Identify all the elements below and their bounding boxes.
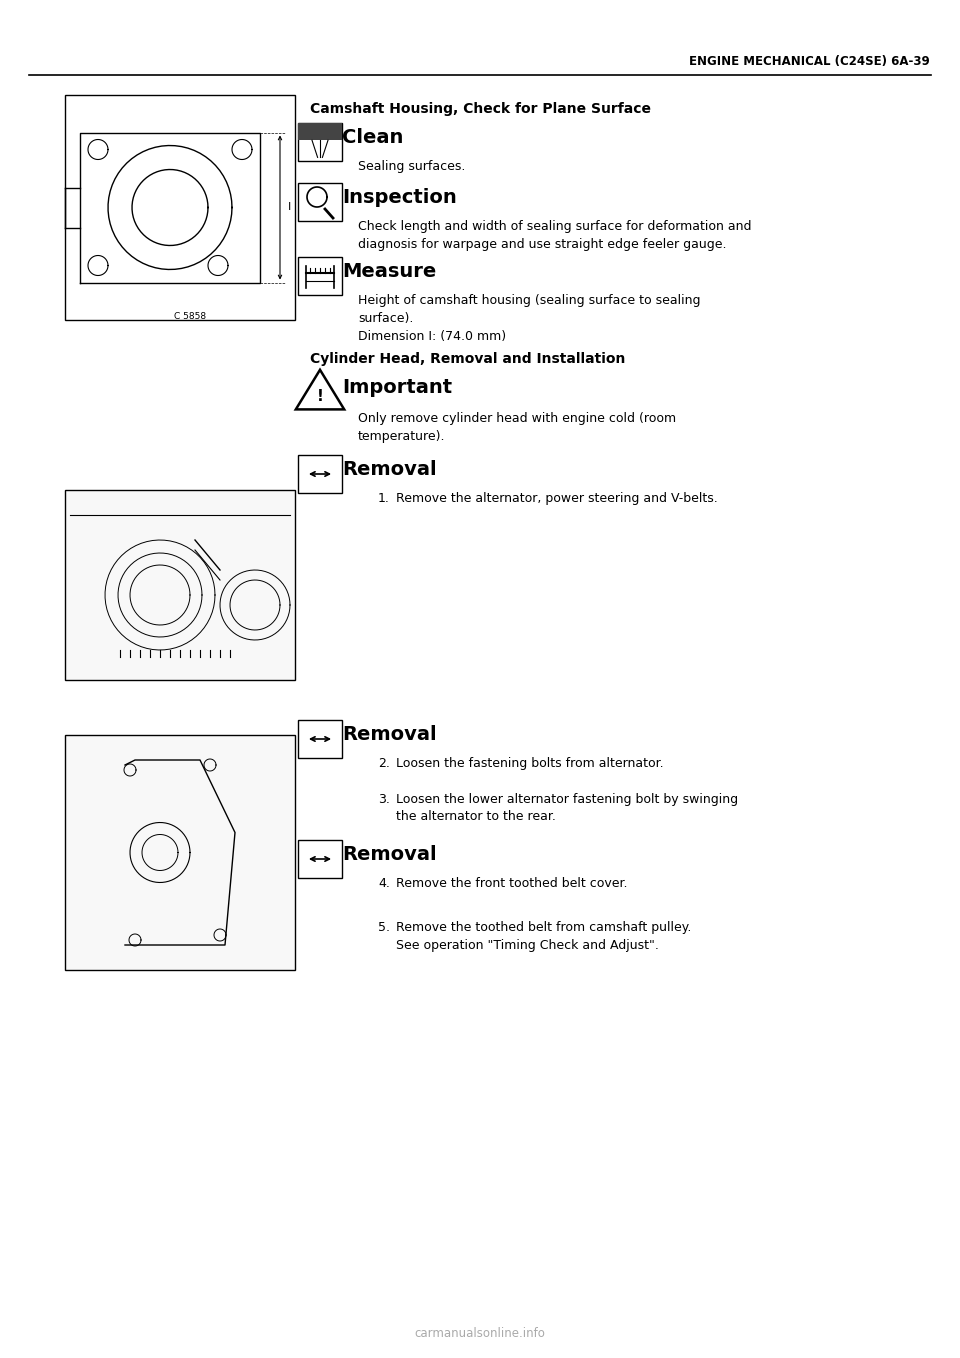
Text: 1.: 1. bbox=[378, 492, 390, 505]
Text: Loosen the lower alternator fastening bolt by swinging
the alternator to the rea: Loosen the lower alternator fastening bo… bbox=[396, 793, 738, 823]
Text: 3.: 3. bbox=[378, 793, 390, 807]
Text: Removal: Removal bbox=[342, 845, 437, 864]
Bar bbox=[298, 455, 342, 493]
Bar bbox=[65, 490, 295, 680]
Text: 4.: 4. bbox=[378, 877, 390, 889]
Text: Sealing surfaces.: Sealing surfaces. bbox=[358, 160, 466, 172]
Text: Cylinder Head, Removal and Installation: Cylinder Head, Removal and Installation bbox=[310, 352, 625, 367]
Bar bbox=[65, 95, 295, 320]
Text: Measure: Measure bbox=[342, 262, 436, 281]
Text: Loosen the fastening bolts from alternator.: Loosen the fastening bolts from alternat… bbox=[396, 756, 663, 770]
Text: Remove the toothed belt from camshaft pulley.
See operation "Timing Check and Ad: Remove the toothed belt from camshaft pu… bbox=[396, 921, 691, 952]
Bar bbox=[298, 124, 342, 140]
Text: Removal: Removal bbox=[342, 460, 437, 479]
Text: I: I bbox=[288, 202, 291, 212]
Text: Check length and width of sealing surface for deformation and
diagnosis for warp: Check length and width of sealing surfac… bbox=[358, 220, 752, 251]
Text: C 5858: C 5858 bbox=[174, 312, 206, 320]
Bar bbox=[298, 841, 342, 877]
Bar bbox=[298, 257, 342, 295]
Text: Camshaft Housing, Check for Plane Surface: Camshaft Housing, Check for Plane Surfac… bbox=[310, 102, 651, 115]
Text: carmanualsonline.info: carmanualsonline.info bbox=[415, 1327, 545, 1340]
Text: 2.: 2. bbox=[378, 756, 390, 770]
Text: 5.: 5. bbox=[378, 921, 390, 934]
Bar bbox=[298, 183, 342, 221]
Text: ENGINE MECHANICAL (C24SE) 6A-39: ENGINE MECHANICAL (C24SE) 6A-39 bbox=[689, 56, 930, 68]
Bar bbox=[298, 124, 342, 160]
Text: Removal: Removal bbox=[342, 725, 437, 744]
Bar bbox=[298, 720, 342, 758]
Text: Only remove cylinder head with engine cold (room
temperature).: Only remove cylinder head with engine co… bbox=[358, 411, 676, 443]
Bar bbox=[65, 735, 295, 970]
Text: !: ! bbox=[317, 388, 324, 403]
Text: Remove the front toothed belt cover.: Remove the front toothed belt cover. bbox=[396, 877, 628, 889]
Text: Inspection: Inspection bbox=[342, 187, 457, 206]
Text: Height of camshaft housing (sealing surface to sealing
surface).
Dimension I: (7: Height of camshaft housing (sealing surf… bbox=[358, 293, 701, 344]
Text: Clean: Clean bbox=[342, 128, 403, 147]
Text: Remove the alternator, power steering and V-belts.: Remove the alternator, power steering an… bbox=[396, 492, 718, 505]
Text: Important: Important bbox=[342, 378, 452, 397]
